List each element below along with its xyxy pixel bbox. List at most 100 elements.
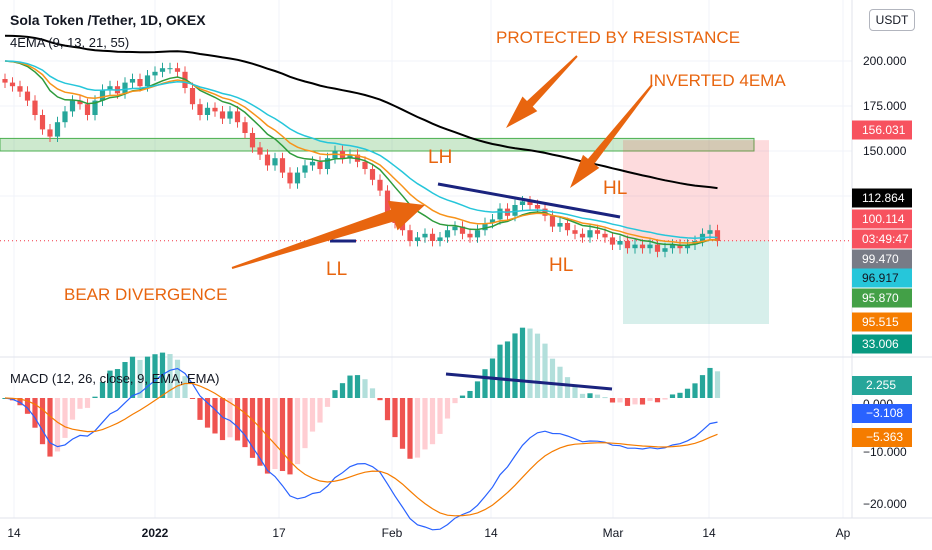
time-tick: 14 <box>484 526 498 540</box>
price-label: 100.114 <box>862 212 905 226</box>
candle-body <box>234 111 241 123</box>
macd-histogram-bar <box>309 398 316 432</box>
macd-histogram-bar <box>257 398 263 466</box>
price-label: 95.515 <box>862 315 899 329</box>
macd-histogram-bar <box>77 398 83 409</box>
price-label-bg <box>852 209 912 229</box>
macd-histogram-bar <box>369 388 376 398</box>
price-label-bg <box>852 120 912 140</box>
macd-label: −5.363 <box>866 430 903 444</box>
macd-histogram-bar <box>504 341 511 398</box>
candle-body <box>219 111 226 119</box>
macd-histogram-bar <box>497 344 503 398</box>
macd-histogram-bar <box>459 395 466 398</box>
macd-histogram-bar <box>287 398 293 475</box>
price-label: 03:49:47 <box>862 232 909 246</box>
stop-zone <box>623 140 769 241</box>
macd-histogram-bar <box>122 362 128 398</box>
macd-histogram-bar <box>182 376 188 398</box>
macd-label-bg <box>852 428 912 447</box>
macd-histogram-bar <box>684 388 691 398</box>
macd-histogram-bar <box>482 369 488 398</box>
macd-histogram-bar <box>62 398 68 438</box>
time-tick: Feb <box>382 526 403 540</box>
macd-histogram-bar <box>594 394 601 398</box>
resistance-arrow <box>506 55 578 128</box>
macd-histogram-bar <box>197 398 203 420</box>
time-tick: 14 <box>7 526 21 540</box>
time-tick: Mar <box>603 526 624 540</box>
macd-tick: −20.000 <box>863 497 907 511</box>
candle-body <box>399 223 406 231</box>
macd-histogram-bar <box>227 398 233 438</box>
lh-label: LH <box>428 147 452 168</box>
macd-histogram-bar <box>519 327 526 398</box>
chart-title: Sola Token /Tether, 1D, OKEX <box>10 12 206 28</box>
ema-legend[interactable]: 4EMA (9, 13, 21, 55) <box>10 35 130 50</box>
candle-body <box>24 91 31 101</box>
time-tick: 14 <box>702 526 716 540</box>
candle-body <box>272 158 278 166</box>
candle-body <box>639 244 646 249</box>
macd-histogram-bar <box>279 398 286 472</box>
candle-body <box>587 230 593 238</box>
ema55-line <box>4 34 718 190</box>
candle-body <box>9 82 16 87</box>
resistance-zone <box>0 137 755 152</box>
candle-body <box>437 237 443 241</box>
candle-body <box>609 237 616 245</box>
macd-histogram-bar <box>534 333 541 398</box>
annotations: PROTECTED BY RESISTANCE INVERTED 4EMA BEAR… <box>64 28 786 304</box>
candle-body <box>489 219 496 223</box>
currency-button[interactable]: USDT <box>869 9 915 31</box>
candle-body <box>287 172 293 184</box>
candle-body <box>459 226 466 234</box>
macd-legend[interactable]: MACD (12, 26, close, 9, EMA, EMA) <box>10 371 220 386</box>
candle-body <box>662 248 668 252</box>
inverted-ema-arrow <box>570 84 653 188</box>
macd-histogram-bar <box>324 398 331 407</box>
candle-body <box>264 154 271 166</box>
macd-histogram-bar <box>602 397 608 399</box>
candle-body <box>324 158 331 169</box>
price-label-bg <box>852 249 912 269</box>
candle-body <box>564 223 571 231</box>
candle-body <box>122 82 128 94</box>
candle-body <box>17 86 23 92</box>
candle-body <box>452 226 458 231</box>
macd-histogram-bar <box>242 398 248 448</box>
ema21-line <box>4 60 718 239</box>
price-label-bg <box>852 188 912 208</box>
macd-histogram-bar <box>437 398 443 434</box>
candle-body <box>54 122 61 137</box>
trendlines <box>330 182 621 391</box>
macd-histogram-bar <box>377 398 383 401</box>
candle-body <box>84 104 91 115</box>
candle-body <box>617 241 623 245</box>
macd-histogram-bar <box>317 398 323 423</box>
macd-histogram-bar <box>144 356 151 398</box>
macd-histogram-bar <box>249 398 256 458</box>
price-label: 156.031 <box>862 123 906 137</box>
macd-histogram-bar <box>204 398 211 428</box>
macd-histogram-bar <box>114 369 121 398</box>
candle-body <box>62 111 68 123</box>
macd-label: 2.255 <box>866 378 896 392</box>
candle-body <box>47 129 53 137</box>
macd-histogram-bar <box>212 398 218 434</box>
candle-body <box>602 233 608 238</box>
candle-body <box>107 86 113 90</box>
macd-tick: −10.000 <box>863 445 907 459</box>
candle-body <box>152 71 158 76</box>
macd-label-bg <box>852 404 912 423</box>
macd-histogram-bar <box>654 398 661 403</box>
macd-histogram-bar <box>527 328 533 398</box>
macd-histogram-bar <box>54 398 61 452</box>
macd-histogram-bar <box>669 394 676 398</box>
macd-histogram-bar <box>347 375 353 398</box>
candle-body <box>99 89 106 101</box>
candle-body <box>684 244 691 249</box>
macd-histogram-bar <box>429 398 436 445</box>
candle-body <box>137 79 143 87</box>
